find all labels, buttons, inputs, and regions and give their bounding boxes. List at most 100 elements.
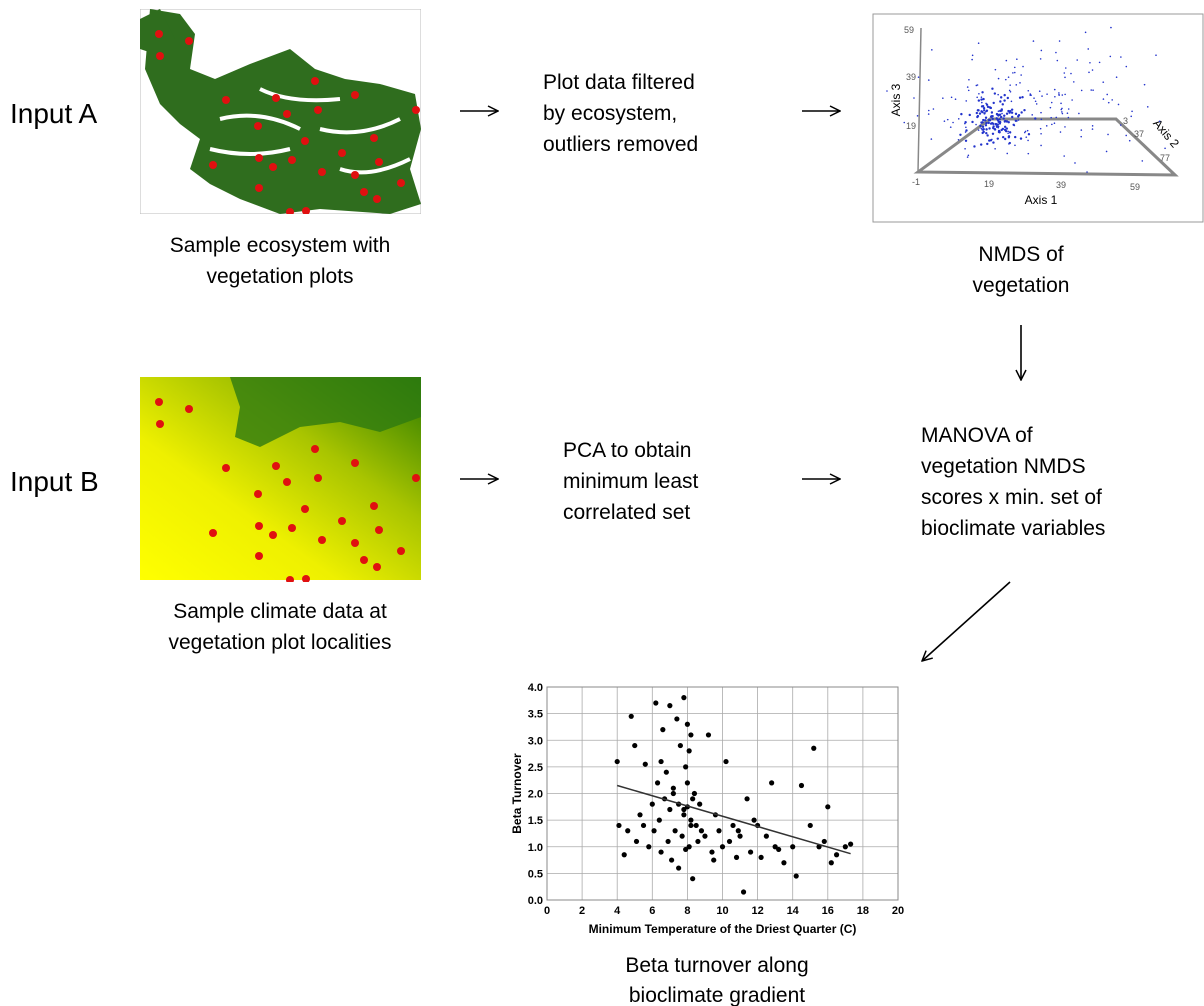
nmds-point: [983, 112, 985, 114]
nmds-point: [1060, 109, 1062, 111]
nmds-point: [1058, 92, 1060, 94]
point: [720, 844, 725, 849]
arrow: [922, 582, 1010, 661]
y-tick-label: 1.5: [528, 815, 543, 827]
nmds-point: [1076, 59, 1078, 61]
nmds-point: [980, 128, 982, 130]
nmds-point: [1068, 117, 1070, 119]
nmds-point: [972, 55, 974, 57]
point: [794, 873, 799, 878]
nmds-point: [1092, 128, 1094, 130]
nmds-point: [1055, 117, 1057, 119]
nmds-point: [1111, 99, 1113, 101]
nmds-point: [1006, 112, 1008, 114]
nmds-point: [1006, 60, 1008, 62]
nmds-point: [1164, 148, 1166, 150]
point: [776, 847, 781, 852]
point: [622, 852, 627, 857]
point: [667, 807, 672, 812]
point: [650, 802, 655, 807]
nmds-point: [1002, 103, 1004, 105]
nmds-point: [1020, 137, 1022, 139]
nmds-point: [1027, 153, 1029, 155]
point: [680, 834, 685, 839]
nmds-point: [903, 122, 905, 124]
y-tick-label: 2.5: [528, 762, 543, 774]
input-label: Input B: [10, 466, 99, 497]
x-tick-label: 20: [892, 905, 904, 917]
point: [651, 828, 656, 833]
point: [681, 695, 686, 700]
tick-label: -1: [912, 177, 920, 187]
x-tick-label: 18: [857, 905, 869, 917]
point: [687, 844, 692, 849]
nmds-point: [1014, 144, 1016, 146]
nmds-point: [980, 121, 982, 123]
nmds-point: [1064, 94, 1066, 96]
point: [660, 727, 665, 732]
nmds-point: [983, 107, 985, 109]
point: [751, 818, 756, 823]
nmds-point: [1025, 131, 1027, 133]
step-text: outliers removed: [543, 133, 698, 156]
nmds-point: [1034, 117, 1036, 119]
point: [736, 828, 741, 833]
climate-map: [140, 377, 421, 584]
nmds-point: [1131, 110, 1133, 112]
input-label: Input A: [10, 98, 98, 129]
point: [741, 889, 746, 894]
nmds-point: [958, 139, 960, 141]
nmds-point: [965, 126, 967, 128]
nmds-point: [993, 102, 995, 104]
nmds-point: [1005, 120, 1007, 122]
nmds-point: [978, 42, 980, 44]
point: [664, 770, 669, 775]
point: [706, 732, 711, 737]
nmds-point: [1003, 94, 1005, 96]
nmds-point: [928, 79, 930, 81]
nmds-point: [1021, 96, 1023, 98]
nmds-point: [964, 123, 966, 125]
nmds-point: [1092, 125, 1094, 127]
y-tick-label: 3.5: [528, 709, 543, 721]
nmds-point: [955, 98, 957, 100]
nmds-point: [1041, 50, 1043, 52]
nmds-point: [990, 122, 992, 124]
caption: vegetation plot localities: [169, 631, 392, 654]
nmds-point: [994, 128, 996, 130]
point: [764, 834, 769, 839]
point: [671, 786, 676, 791]
nmds-point: [959, 134, 961, 136]
point: [811, 746, 816, 751]
y-tick-label: 0.5: [528, 868, 543, 880]
point: [834, 852, 839, 857]
nmds-point: [1057, 60, 1059, 62]
axis-label: Axis 1: [1025, 193, 1058, 207]
point: [748, 849, 753, 854]
nmds-point: [1063, 155, 1065, 157]
point: [730, 823, 735, 828]
nmds-point: [928, 113, 930, 115]
nmds-point: [985, 103, 987, 105]
nmds-point: [1050, 117, 1052, 119]
caption: NMDS of: [978, 243, 1063, 266]
nmds-point: [992, 141, 994, 143]
nmds-point: [928, 110, 930, 112]
nmds-point: [1006, 127, 1008, 129]
nmds-point: [982, 126, 984, 128]
nmds-point: [975, 124, 977, 126]
point: [822, 839, 827, 844]
nmds-point: [931, 49, 933, 51]
nmds-point: [1040, 112, 1042, 114]
nmds-point: [1040, 145, 1042, 147]
nmds-point: [1073, 81, 1075, 83]
nmds-point: [1060, 103, 1062, 105]
nmds-point: [1116, 76, 1118, 78]
point: [688, 818, 693, 823]
nmds-point: [1011, 116, 1013, 118]
point: [790, 844, 795, 849]
nmds-point: [918, 76, 920, 78]
point: [629, 714, 634, 719]
tick-label: 59: [1130, 182, 1140, 192]
nmds-point: [968, 90, 970, 92]
